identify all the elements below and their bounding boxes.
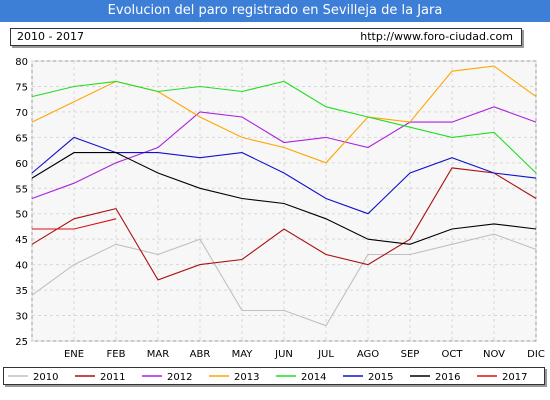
- y-tick-label: 50: [15, 210, 28, 221]
- x-tick-label: ABR: [190, 349, 211, 360]
- series-line-2010: [31, 233, 537, 327]
- legend-label-2014: 2014: [301, 372, 326, 383]
- y-tick-label: 30: [15, 312, 28, 323]
- legend-label-2010: 2010: [33, 372, 58, 383]
- x-tick-label: DIC: [527, 349, 545, 360]
- series-line-2014: [31, 80, 537, 174]
- x-tick-label: NOV: [483, 349, 505, 360]
- y-tick-label: 65: [15, 133, 28, 144]
- x-tick-label: SEP: [401, 349, 420, 360]
- info-box: 2010 - 2017 http://www.foro-ciudad.com: [10, 28, 522, 46]
- x-tick-label: JUL: [317, 349, 334, 360]
- y-tick-label: 35: [15, 286, 28, 297]
- legend-label-2016: 2016: [435, 372, 460, 383]
- legend-label-2015: 2015: [368, 372, 393, 383]
- y-tick-label: 80: [15, 57, 28, 68]
- series-line-2011: [31, 167, 537, 281]
- x-tick-label: FEB: [107, 349, 126, 360]
- y-tick-label: 75: [15, 82, 28, 93]
- x-tick-label: AGO: [357, 349, 379, 360]
- y-tick-label: 25: [15, 337, 28, 348]
- series-line-2012: [31, 106, 537, 200]
- y-tick-label: 70: [15, 108, 28, 119]
- legend-label-2013: 2013: [234, 372, 259, 383]
- x-tick-label: OCT: [442, 349, 464, 360]
- series-line-2017: [32, 218, 117, 230]
- legend-label-2017: 2017: [502, 372, 527, 383]
- x-tick-label: JUN: [274, 349, 293, 360]
- y-tick-label: 40: [15, 261, 28, 272]
- chart-title: Evolucion del paro registrado en Seville…: [0, 0, 550, 22]
- source-url[interactable]: http://www.foro-ciudad.com: [360, 30, 513, 43]
- series-line-2016: [31, 152, 537, 245]
- x-tick-label: MAR: [147, 349, 169, 360]
- year-range: 2010 - 2017: [17, 30, 84, 43]
- legend: [3, 367, 545, 385]
- x-tick-label: ENE: [64, 349, 84, 360]
- legend-label-2012: 2012: [167, 372, 192, 383]
- y-tick-label: 55: [15, 184, 28, 195]
- legend-label-2011: 2011: [100, 372, 125, 383]
- y-tick-label: 45: [15, 235, 28, 246]
- x-tick-label: MAY: [232, 349, 254, 360]
- y-tick-label: 60: [15, 159, 28, 170]
